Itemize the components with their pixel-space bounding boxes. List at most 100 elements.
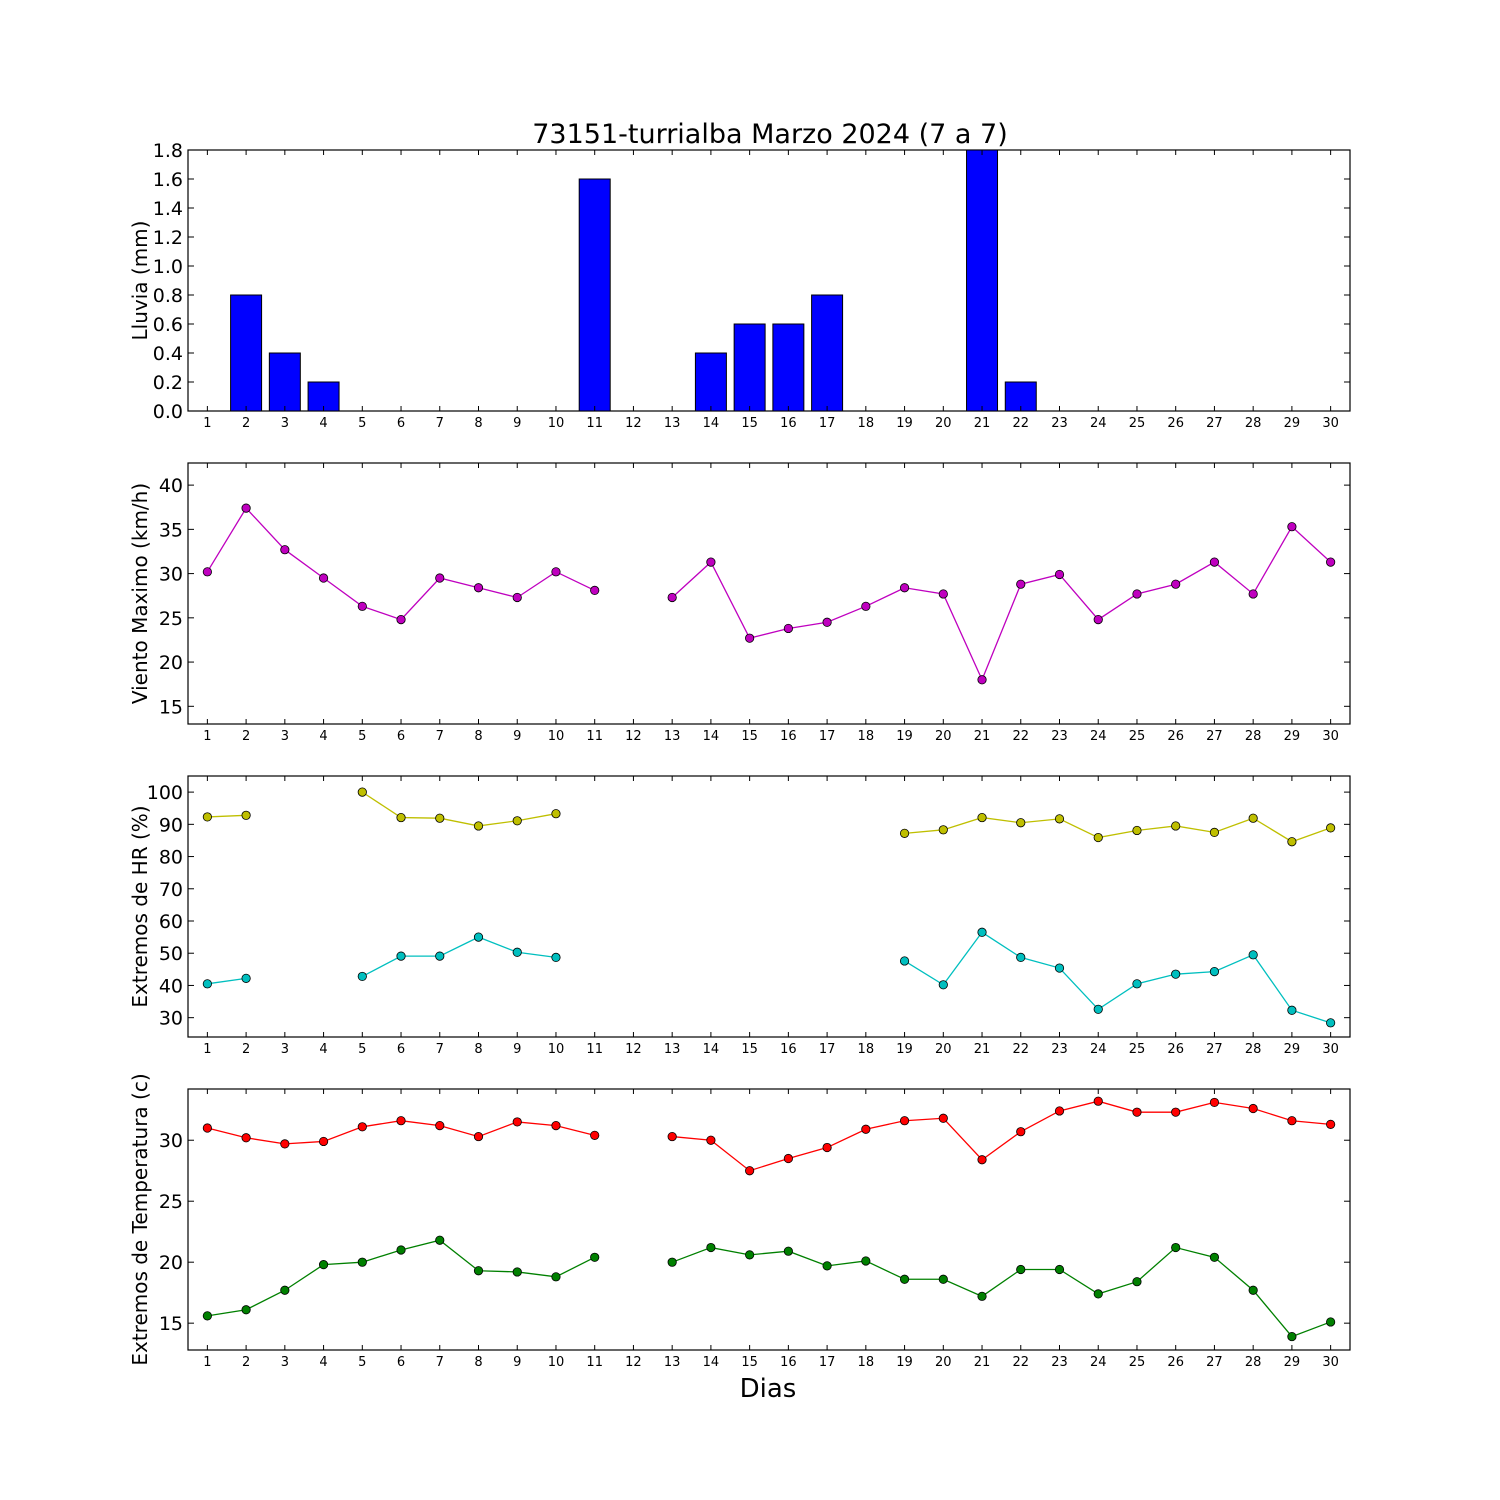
series-line-2-segment-1 [207,977,247,985]
x-tick-label: 6 [397,1355,405,1370]
point-series-2-day-11 [590,1252,600,1262]
y-tick-label: 0.8 [153,285,183,307]
x-tick-label: 26 [1167,416,1184,431]
point-series-2-day-9 [512,947,522,957]
x-tick-label: 16 [780,416,797,431]
point-series-2-day-8 [473,932,484,942]
y-axis-label: Extremos de HR (%) [128,805,152,1007]
plot-area [187,1088,1351,1351]
point-series-2-day-30 [1326,1018,1336,1028]
point-series-1-day-17 [822,617,832,627]
point-series-2-day-20 [938,980,948,990]
point-series-2-day-8 [473,1266,484,1276]
x-tick-label: 18 [858,729,875,744]
point-series-2-day-24 [1093,1289,1103,1299]
x-tick-label: 30 [1322,729,1339,744]
plot-area [187,149,1351,412]
y-tick-label: 30 [159,564,183,586]
x-tick-label: 25 [1129,1042,1146,1057]
point-series-1-day-20 [938,825,948,835]
x-tick-label: 4 [319,1042,327,1057]
x-tick-label: 21 [974,1042,991,1057]
y-tick-label: 1.4 [153,198,183,220]
point-series-1-day-8 [473,583,484,593]
x-tick-label: 22 [1012,1355,1029,1370]
x-tick-label: 22 [1012,729,1029,744]
x-tick-label: 12 [625,729,642,744]
point-series-1-day-7 [435,573,445,583]
point-series-2-day-26 [1171,969,1181,979]
series-1 [202,787,1336,847]
x-tick-label: 28 [1245,1042,1262,1057]
x-tick-label: 7 [436,729,444,744]
point-series-1-day-24 [1093,1096,1103,1106]
point-series-1-day-27 [1209,827,1220,837]
point-series-2-day-9 [512,1267,522,1277]
y-tick-label: 1.6 [153,169,183,191]
point-series-2-day-1 [202,979,212,989]
point-series-2-day-5 [357,1257,367,1267]
y-axis-label: Viento Maximo (km/h) [128,483,152,704]
x-tick-label: 24 [1090,1042,1107,1057]
point-series-1-day-9 [512,1117,522,1127]
point-series-1-day-21 [977,1155,987,1165]
point-series-1-day-6 [396,812,406,823]
x-tick-label: 8 [474,1042,482,1057]
y-tick-label: 35 [159,519,183,541]
y-tick-label: 1.8 [153,140,183,162]
point-series-2-day-18 [861,1256,871,1266]
x-tick-label: 7 [436,1355,444,1370]
panel-4: 1 2 3 4 5 6 7 8 9 10 11 12 13 14 15 16 17 18 19 20 21 22 23 24 2… [128,1073,1351,1370]
point-series-1-day-25 [1132,1107,1142,1117]
point-series-1-day-29 [1287,837,1297,847]
x-tick-label: 12 [625,1355,642,1370]
x-tick-label: 8 [474,416,482,431]
point-series-1-day-27 [1209,1097,1220,1108]
point-series-1-day-19 [899,583,910,593]
x-tick-label: 5 [358,1042,366,1057]
point-series-1-day-28 [1248,813,1258,823]
chart-title: 73151-turrialba Marzo 2024 (7 a 7) [532,119,1008,150]
x-tick-label: 20 [935,416,952,431]
bar-day-21 [966,149,999,412]
point-series-2-day-23 [1054,963,1065,973]
point-series-1-day-16 [783,623,793,634]
x-tick-label: 1 [203,416,211,431]
x-tick-label: 13 [664,1355,681,1370]
x-tick-label: 1 [203,1355,211,1370]
x-tick-label: 16 [780,729,797,744]
point-series-2-day-2 [241,1305,251,1315]
point-series-1-day-20 [938,589,948,599]
x-tick-label: 28 [1245,416,1262,431]
x-tick-label: 17 [819,1042,836,1057]
series-line-2-segment-2 [671,1246,1331,1338]
x-tick-label: 2 [242,416,250,431]
y-tick-label: 50 [159,943,183,965]
series-line-1-segment-2 [361,791,557,827]
y-tick-label: 100 [147,782,183,804]
bar-day-3 [268,352,301,412]
point-series-1-day-19 [899,828,910,838]
point-series-1-day-19 [899,1116,910,1126]
point-series-1-day-15 [745,633,755,643]
y-tick-label: 60 [159,911,183,933]
y-tick-label: 20 [159,652,183,674]
x-tick-label: 19 [896,416,913,431]
plot-area [187,462,1351,725]
point-series-1-day-26 [1171,821,1181,831]
x-tick-label: 5 [358,416,366,431]
x-tick-label: 6 [397,729,405,744]
x-tick-label: 18 [858,1042,875,1057]
x-tick-label: 23 [1051,729,1068,744]
point-series-1-day-27 [1209,557,1220,567]
point-series-1-day-30 [1326,823,1336,833]
point-series-1-day-17 [822,1142,832,1153]
point-series-1-day-25 [1132,589,1142,599]
point-series-2-day-20 [938,1274,948,1284]
x-tick-label: 9 [513,416,521,431]
bar-day-2 [230,294,263,412]
point-series-2-day-10 [551,1272,561,1282]
point-series-1-day-11 [590,585,600,596]
x-tick-label: 1 [203,1042,211,1057]
point-series-1-day-8 [473,1131,484,1142]
